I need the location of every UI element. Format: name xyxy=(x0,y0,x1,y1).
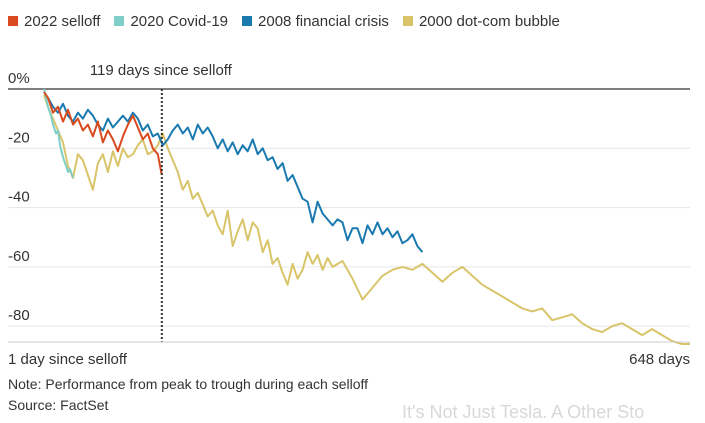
y-tick-label: 0% xyxy=(8,70,30,87)
x-axis-end-label: 648 days xyxy=(629,351,690,368)
series-line-2022-selloff xyxy=(43,91,163,176)
x-axis-start-label: 1 day since selloff xyxy=(8,351,128,368)
legend-swatch-2008-financial-crisis xyxy=(242,16,253,26)
legend-item-2022-selloff: 2022 selloff xyxy=(8,13,100,30)
legend-swatch-2022-selloff xyxy=(8,16,18,26)
chart-source: Source: FactSet xyxy=(8,397,109,413)
legend-label-2000-dotcom-bubble: 2000 dot-com bubble xyxy=(418,12,560,30)
annotation-label: 119 days since selloff xyxy=(90,62,233,79)
y-axis-tick-labels: 0% -20 -40 -60 -80 xyxy=(8,70,30,324)
legend-label-2020-covid: 2020 Covid-19 xyxy=(130,12,229,30)
y-tick-label: -60 xyxy=(8,248,30,265)
chart-note: Note: Performance from peak to trough du… xyxy=(8,376,369,392)
legend-swatch-2020-covid xyxy=(114,16,125,26)
chart-legend: 2022 selloff 2020 Covid-19 2008 financia… xyxy=(8,10,574,32)
series-lines xyxy=(43,88,690,345)
legend-label-2022-selloff: 2022 selloff xyxy=(24,12,101,30)
legend-item-2000-dotcom-bubble: 2000 dot-com bubble xyxy=(402,12,560,30)
y-tick-label: -40 xyxy=(8,189,30,206)
legend-swatch-2000-dotcom-bubble xyxy=(402,16,413,26)
series-line-2020-covid-19 xyxy=(43,88,74,179)
series-line-2000-dot-com-bubble xyxy=(43,94,690,345)
background-watermark-text: It's Not Just Tesla. A Other Sto xyxy=(402,402,645,422)
legend-item-2008-financial-crisis: 2008 financial crisis xyxy=(242,13,389,30)
gridlines xyxy=(8,88,690,327)
series-line-2008-financial-crisis xyxy=(43,91,424,253)
legend-item-2020-covid: 2020 Covid-19 xyxy=(114,13,228,30)
y-tick-label: -20 xyxy=(8,129,30,146)
legend-label-2008-financial-crisis: 2008 financial crisis xyxy=(258,12,389,30)
y-tick-label: -80 xyxy=(8,307,30,324)
